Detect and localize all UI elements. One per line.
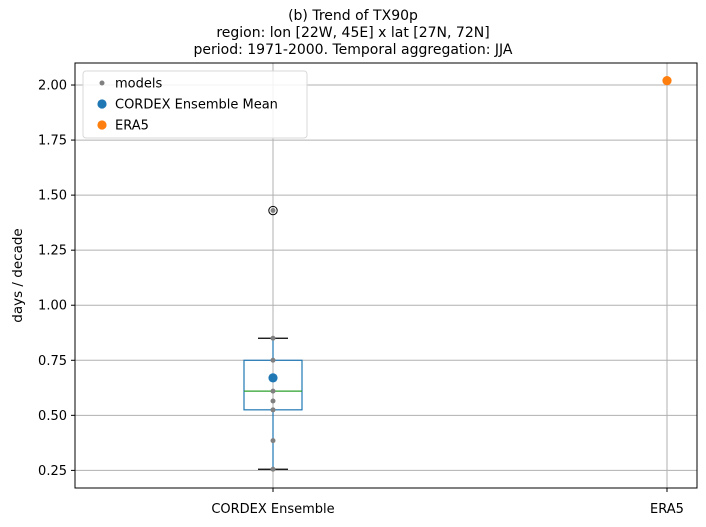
y-tick-label: 2.00 <box>38 79 67 94</box>
legend-label: models <box>115 77 162 92</box>
point-models <box>270 466 276 472</box>
y-tick-label: 1.00 <box>38 299 67 314</box>
point-models <box>270 208 276 214</box>
legend-label: CORDEX Ensemble Mean <box>115 98 278 113</box>
point-models <box>270 438 276 444</box>
x-tick-label: CORDEX Ensemble <box>211 502 334 517</box>
legend-label: ERA5 <box>115 119 149 134</box>
y-tick-label: 1.75 <box>38 134 67 149</box>
plot-frame <box>74 62 698 489</box>
point-models <box>270 357 276 363</box>
point-models <box>270 388 276 394</box>
outlier-point <box>268 205 278 216</box>
legend-marker <box>99 80 105 86</box>
point-cordex-ensemble-mean <box>268 373 278 383</box>
point-models <box>270 398 276 404</box>
legend: models CORDEX Ensemble Mean ERA5 <box>82 70 308 139</box>
chart-title-line-3: period: 1971-2000. Temporal aggregation:… <box>193 42 513 58</box>
chart-title-line-1: (b) Trend of TX90p <box>288 8 418 24</box>
y-axis-label: days / decade <box>10 228 26 322</box>
y-tick-label: 0.75 <box>38 354 67 369</box>
legend-marker <box>97 120 107 130</box>
legend-marker <box>97 99 107 109</box>
point-models <box>270 335 276 341</box>
point-era5 <box>662 76 672 86</box>
y-tick-label: 0.25 <box>38 464 67 479</box>
y-tick-label: 1.50 <box>38 189 67 204</box>
point-models <box>270 407 276 413</box>
chart-title-line-2: region: lon [22W, 45E] x lat [27N, 72N] <box>216 25 490 41</box>
y-tick-label: 1.25 <box>38 244 67 259</box>
legend-box <box>82 70 308 139</box>
y-tick-label: 0.50 <box>38 409 67 424</box>
x-tick-label: ERA5 <box>650 502 684 517</box>
